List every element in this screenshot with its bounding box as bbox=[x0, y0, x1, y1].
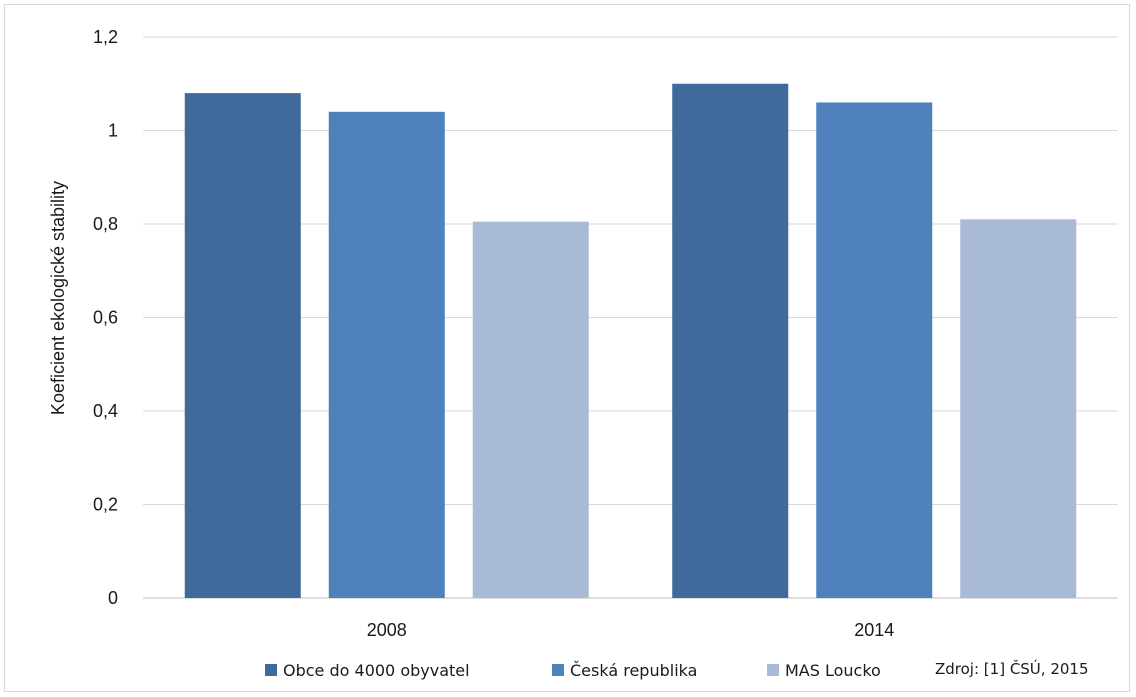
y-tick-label: 1 bbox=[108, 121, 118, 141]
bar bbox=[472, 221, 589, 598]
legend-swatch bbox=[767, 664, 779, 676]
y-tick-label: 0,2 bbox=[93, 495, 118, 515]
legend-label: MAS Loucko bbox=[785, 661, 881, 680]
bar bbox=[184, 93, 301, 598]
source-note: Zdroj: [1] ČSÚ, 2015 bbox=[935, 659, 1089, 678]
legend-label: Česká republika bbox=[570, 661, 697, 680]
y-axis-label: Koeficient ekologické stability bbox=[48, 181, 68, 415]
y-tick-label: 1,2 bbox=[93, 27, 118, 47]
bar bbox=[328, 111, 445, 599]
y-tick-labels: 0 0,2 0,4 0,6 0,8 1 1,2 bbox=[93, 27, 118, 608]
legend-swatch bbox=[265, 664, 277, 676]
legend: Obce do 4000 obyvatel Česká republika MAS … bbox=[265, 661, 881, 680]
legend-swatch bbox=[552, 664, 564, 676]
y-tick-label: 0 bbox=[108, 588, 118, 608]
bars bbox=[184, 83, 1077, 599]
y-tick-label: 0,4 bbox=[93, 401, 118, 421]
gridlines bbox=[143, 36, 1118, 599]
x-tick-label: 2014 bbox=[854, 620, 894, 640]
legend-label: Obce do 4000 obyvatel bbox=[283, 661, 470, 680]
y-tick-label: 0,6 bbox=[93, 308, 118, 328]
bar bbox=[672, 83, 789, 598]
bar bbox=[816, 102, 933, 598]
x-tick-label: 2008 bbox=[367, 620, 407, 640]
y-tick-label: 0,8 bbox=[93, 214, 118, 234]
x-tick-labels: 2008 2014 bbox=[367, 620, 895, 640]
bar bbox=[960, 219, 1077, 598]
